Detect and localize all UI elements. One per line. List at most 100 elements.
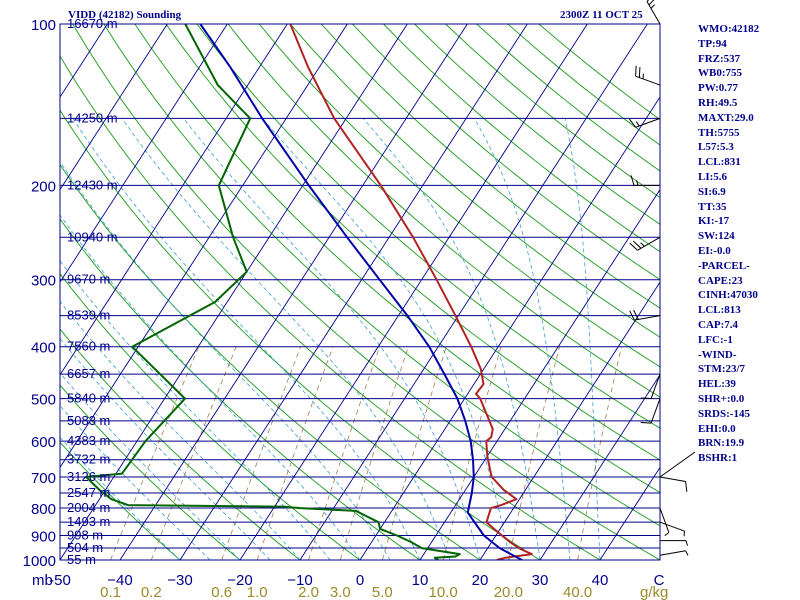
wind-barb-staff <box>635 75 661 86</box>
wind-barb-flag <box>646 0 650 2</box>
wind-barb-half-flag <box>635 121 640 127</box>
isotherm-line <box>60 24 288 376</box>
wind-barb-staff <box>659 476 686 482</box>
wind-barb-staff <box>650 373 661 399</box>
wind-barb-flag <box>629 242 638 251</box>
height-level-label: 55 m <box>67 552 96 567</box>
index-entry: SRDS:-145 <box>698 407 750 420</box>
pressure-tick-label: 700 <box>31 470 56 487</box>
temperature-tick-label: -50 <box>49 572 71 589</box>
height-level-label: 2547 m <box>67 485 110 500</box>
height-level-label: 6657 m <box>67 366 110 381</box>
wind-barb-flag <box>633 309 639 320</box>
wind-barb-flag <box>640 421 652 424</box>
mixing-ratio-label: 3.0 <box>330 584 351 600</box>
height-level-label: 998 m <box>67 527 103 542</box>
wind-barb-flag <box>640 397 652 400</box>
dewpoint-profile-line <box>85 24 461 560</box>
mixing-ratio-label: 5.0 <box>372 584 393 600</box>
sounding-datetime: 2300Z 11 OCT 25 <box>560 9 643 21</box>
wind-barb <box>628 117 661 128</box>
index-entry: TP:94 <box>698 37 727 50</box>
wind-barb-flag <box>638 67 641 78</box>
parcel-path-line <box>199 24 523 560</box>
wind-barb-staff <box>659 550 686 556</box>
isotherm-line <box>599 466 660 560</box>
temperature-tick-label: −40 <box>107 572 132 589</box>
height-level-label: 1493 m <box>67 514 110 529</box>
index-entry: STM:23/7 <box>698 363 746 376</box>
moist-adiabat-line <box>60 260 331 560</box>
wind-barb-staff <box>637 236 661 251</box>
isotherm-line <box>539 373 660 560</box>
mixing-ratio-label: 0.1 <box>100 584 121 600</box>
temperature-tick-label: 30 <box>532 572 549 589</box>
isotherm-line <box>60 24 348 469</box>
pressure-tick-label: 100 <box>31 17 56 34</box>
mixing-ratio-label: 1.0 <box>247 584 268 600</box>
mixing-ratio-label: 10.0 <box>429 584 458 600</box>
mixing-ratio-label: 40.0 <box>563 584 592 600</box>
wind-barb <box>659 476 688 492</box>
wind-barb <box>635 65 661 86</box>
wind-barb-staff <box>646 1 661 25</box>
isotherm-line <box>299 24 648 560</box>
moist-adiabat-line <box>262 118 511 560</box>
wind-barb-flag <box>629 310 635 321</box>
wind-barb <box>640 398 661 424</box>
index-entry: LI:5.6 <box>698 170 728 183</box>
temperature-tick-label: −30 <box>167 572 192 589</box>
mixing-ratio-label: 0.6 <box>211 584 232 600</box>
height-level-label: 5083 m <box>67 413 110 428</box>
height-level-label: 2004 m <box>67 500 110 515</box>
height-level-label: 9670 m <box>67 272 110 287</box>
moist-adiabat-line <box>564 118 601 560</box>
wind-barb <box>629 236 661 251</box>
index-entry: PW:0.77 <box>698 82 739 95</box>
wind-barb-half-flag <box>664 532 670 537</box>
pressure-tick-label: 300 <box>31 273 56 290</box>
isotherm-line <box>179 24 528 560</box>
moist-adiabat-line <box>60 214 361 560</box>
wind-barb <box>646 0 661 25</box>
isotherm-line <box>60 24 408 560</box>
mixing-ratio-label: 2.0 <box>298 584 319 600</box>
sounding-indices-panel: WMO:42182 TP:94 FRZ:537 WB0:755 PW:0.77 RH:49… <box>698 22 798 466</box>
index-entry: WB0:755 <box>698 67 742 80</box>
index-entry: SW:124 <box>698 230 735 243</box>
wind-barb-staff <box>659 521 685 532</box>
wind-barb-flag <box>648 0 655 6</box>
moist-adiabat-line <box>183 118 481 560</box>
height-level-label: 3126 m <box>67 469 110 484</box>
isotherm-line <box>239 24 588 560</box>
wind-barb <box>660 540 688 546</box>
temperature-tick-label: 10 <box>412 572 429 589</box>
moist-adiabat-line <box>473 118 571 560</box>
index-entry: CAPE:23 <box>698 274 743 287</box>
moist-adiabat-line <box>60 160 391 560</box>
wind-barb-half-flag <box>685 550 689 556</box>
index-entry: CINH:47030 <box>698 289 758 302</box>
index-entry: EHI:0.0 <box>698 422 736 435</box>
pressure-tick-label: 800 <box>31 501 56 518</box>
wind-barb <box>629 309 661 321</box>
index-entry: -WIND- <box>698 348 737 361</box>
isotherm-line <box>60 24 228 284</box>
mixing-ratio-label: 20.0 <box>494 584 523 600</box>
index-entry: BRN:19.9 <box>698 437 745 450</box>
wind-barb-staff <box>659 507 670 533</box>
index-entry: LCL:831 <box>698 156 741 169</box>
wind-barb-half-flag <box>650 4 655 9</box>
index-entry: RH:49.5 <box>698 96 738 109</box>
index-entry: TH:5755 <box>698 126 740 139</box>
index-entry: BSHR:1 <box>698 452 738 465</box>
wind-barb-half-flag <box>685 540 688 546</box>
station-title: VIDD (42182) Sounding <box>68 9 182 21</box>
isotherm-line <box>119 24 468 560</box>
temperature-tick-label: 20 <box>472 572 489 589</box>
height-level-label: 5840 m <box>67 391 110 406</box>
index-entry: WMO:42182 <box>698 23 760 35</box>
wind-barb-flag <box>633 240 642 249</box>
